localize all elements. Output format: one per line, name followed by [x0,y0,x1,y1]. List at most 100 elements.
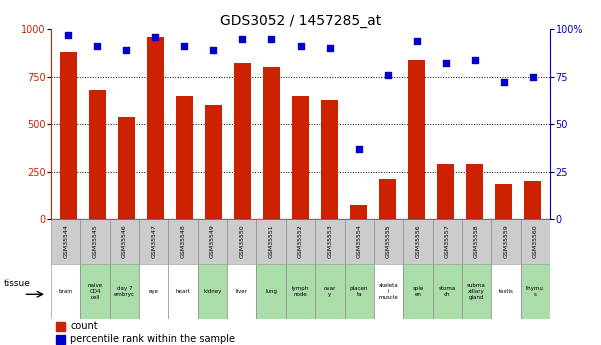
Text: count: count [70,322,98,331]
FancyBboxPatch shape [403,264,433,319]
Text: GSM35559: GSM35559 [504,225,508,258]
Bar [379,179,396,219]
Bar [89,90,106,219]
Bar [56,322,65,331]
Text: GSM35549: GSM35549 [210,225,215,258]
Text: GSM35550: GSM35550 [239,225,245,258]
FancyBboxPatch shape [168,264,198,319]
FancyBboxPatch shape [81,219,110,264]
Text: GSM35545: GSM35545 [93,225,97,258]
Bar [263,67,280,219]
FancyBboxPatch shape [344,264,374,319]
Bar [437,164,454,219]
Bar [118,117,135,219]
Text: brain: brain [59,289,73,294]
Text: tissue: tissue [4,279,31,288]
Text: GSM35557: GSM35557 [445,225,450,258]
Point [121,47,131,53]
Point [64,32,73,38]
Bar [524,181,542,219]
Bar [466,164,483,219]
Text: GSM35544: GSM35544 [63,225,69,258]
Text: GSM35558: GSM35558 [474,225,479,258]
Text: percentile rank within the sample: percentile rank within the sample [70,334,235,344]
FancyBboxPatch shape [227,264,257,319]
Text: GSM35554: GSM35554 [356,225,362,258]
Bar [176,96,193,219]
FancyBboxPatch shape [403,219,433,264]
Bar [205,105,222,219]
Point [441,61,450,66]
Text: ovar
y: ovar y [324,286,336,297]
FancyBboxPatch shape [491,264,520,319]
Text: sple
en: sple en [412,286,424,297]
FancyBboxPatch shape [462,264,491,319]
FancyBboxPatch shape [462,219,491,264]
FancyBboxPatch shape [110,264,139,319]
FancyBboxPatch shape [491,219,520,264]
FancyBboxPatch shape [139,219,168,264]
Point [325,46,334,51]
Text: stoma
ch: stoma ch [439,286,456,297]
Bar [59,52,77,219]
FancyBboxPatch shape [344,219,374,264]
FancyBboxPatch shape [286,264,315,319]
Point [151,34,160,40]
Text: GSM35555: GSM35555 [386,225,391,258]
FancyBboxPatch shape [520,219,550,264]
FancyBboxPatch shape [315,264,344,319]
Point [383,72,392,78]
FancyBboxPatch shape [433,264,462,319]
FancyBboxPatch shape [286,219,315,264]
Point [267,36,276,42]
Point [180,44,189,49]
Text: testis: testis [498,289,513,294]
Text: naive
CD4
cell: naive CD4 cell [88,283,103,300]
FancyBboxPatch shape [374,264,403,319]
Point [470,57,480,62]
FancyBboxPatch shape [198,264,227,319]
FancyBboxPatch shape [51,264,81,319]
Point [209,47,218,53]
Point [412,38,421,43]
Text: lymph
node: lymph node [292,286,309,297]
Text: GSM35546: GSM35546 [122,225,127,258]
Bar [56,335,65,344]
Title: GDS3052 / 1457285_at: GDS3052 / 1457285_at [220,14,381,28]
FancyBboxPatch shape [110,219,139,264]
Text: kidney: kidney [203,289,222,294]
FancyBboxPatch shape [139,264,168,319]
Text: day 7
embryc: day 7 embryc [114,286,135,297]
Point [499,80,508,85]
Text: thymu
s: thymu s [526,286,544,297]
FancyBboxPatch shape [198,219,227,264]
Text: GSM35556: GSM35556 [415,225,420,258]
Point [354,146,364,152]
Text: GSM35552: GSM35552 [298,225,303,258]
Text: lung: lung [265,289,277,294]
Bar [234,63,251,219]
Bar [321,99,338,219]
Text: GSM35560: GSM35560 [532,225,538,258]
Point [296,44,305,49]
Point [93,44,102,49]
Text: GSM35553: GSM35553 [328,225,332,258]
FancyBboxPatch shape [257,219,286,264]
FancyBboxPatch shape [315,219,344,264]
FancyBboxPatch shape [257,264,286,319]
Text: skeleta
l
muscle: skeleta l muscle [379,283,398,300]
Text: liver: liver [236,289,248,294]
Text: eye: eye [149,289,159,294]
FancyBboxPatch shape [374,219,403,264]
FancyBboxPatch shape [51,219,81,264]
Text: placen
ta: placen ta [350,286,368,297]
FancyBboxPatch shape [168,219,198,264]
Bar [147,37,164,219]
FancyBboxPatch shape [227,219,257,264]
Point [528,74,537,79]
Text: GSM35547: GSM35547 [151,225,156,258]
FancyBboxPatch shape [433,219,462,264]
Text: heart: heart [175,289,191,294]
Bar [408,60,426,219]
Bar [495,184,512,219]
